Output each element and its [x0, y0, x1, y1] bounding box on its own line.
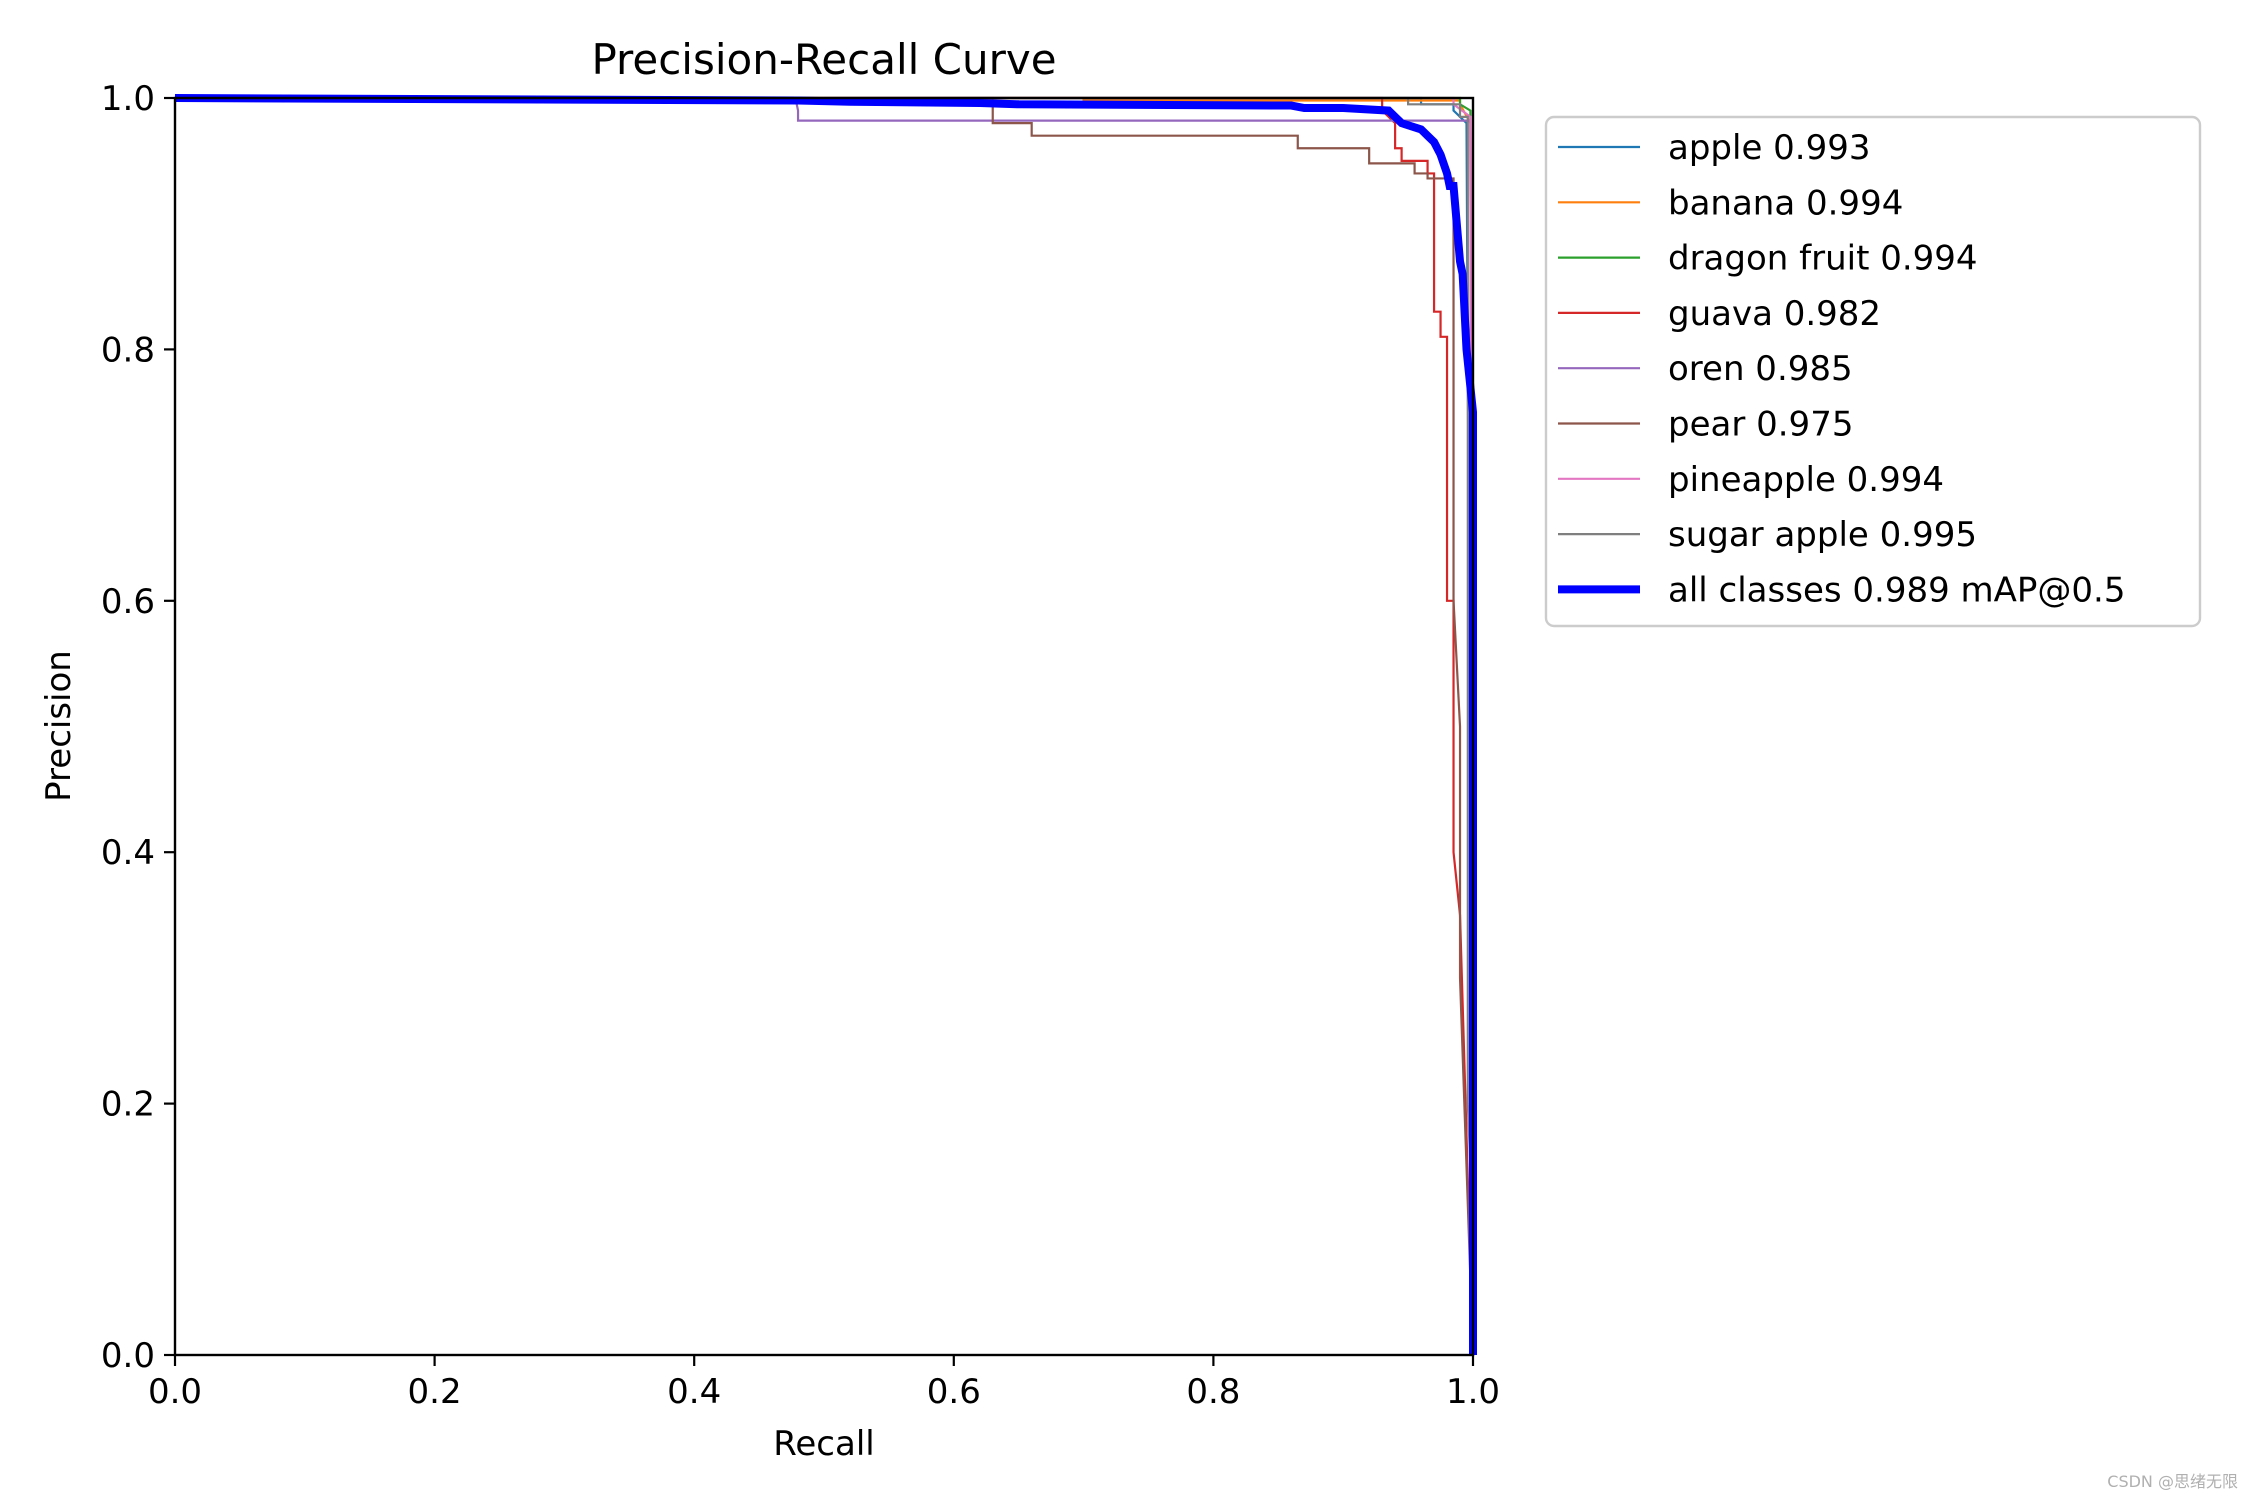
- legend-label-1: banana 0.994: [1668, 183, 1903, 223]
- y-tick-label: 0.8: [101, 330, 155, 370]
- legend-label-3: guava 0.982: [1668, 294, 1881, 334]
- legend-label-8: all classes 0.989 mAP@0.5: [1668, 570, 2125, 610]
- legend-label-2: dragon fruit 0.994: [1668, 239, 1978, 279]
- x-axis-ticks: 0.0 0.2 0.4 0.6 0.8 1.0: [148, 1355, 1500, 1412]
- series-line-8: [174, 94, 1477, 1355]
- x-tick-label: 0.8: [1186, 1372, 1240, 1412]
- x-tick-label: 0.6: [927, 1372, 981, 1412]
- y-tick-label: 1.0: [101, 79, 155, 119]
- x-tick-label: 0.2: [408, 1372, 462, 1412]
- legend-label-4: oren 0.985: [1668, 349, 1853, 389]
- legend: apple 0.993 banana 0.994 dragon fruit 0.99…: [1544, 115, 2202, 628]
- y-tick-label: 0.4: [101, 833, 155, 873]
- plot-frame: [173, 96, 1475, 1357]
- plot-area-background: [175, 98, 1473, 1355]
- legend-label-0: apple 0.993: [1668, 128, 1871, 168]
- y-axis-ticks: 0.0 0.2 0.4 0.6 0.8 1.0: [101, 79, 175, 1376]
- legend-label-7: sugar apple 0.995: [1668, 515, 1977, 555]
- legend-label-5: pear 0.975: [1668, 405, 1853, 445]
- x-tick-label: 0.4: [667, 1372, 721, 1412]
- x-tick-label: 1.0: [1446, 1372, 1500, 1412]
- legend-label-6: pineapple 0.994: [1668, 460, 1944, 500]
- x-axis-label: Recall: [773, 1424, 874, 1464]
- y-axis-label: Precision: [39, 650, 79, 802]
- y-tick-label: 0.2: [101, 1085, 155, 1125]
- x-tick-label: 0.0: [148, 1372, 202, 1412]
- legend-entries: apple 0.993 banana 0.994 dragon fruit 0.99…: [1558, 128, 2125, 610]
- chart-title: Precision-Recall Curve: [591, 35, 1056, 84]
- legend-box: [1544, 115, 2202, 628]
- y-tick-label: 0.6: [101, 582, 155, 622]
- series-line-5: [175, 96, 1475, 1356]
- watermark: CSDN @思绪无限: [2107, 1472, 2238, 1491]
- y-tick-label: 0.0: [101, 1336, 155, 1376]
